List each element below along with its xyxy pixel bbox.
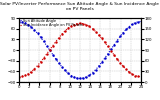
Text: Solar PV/Inverter Performance Sun Altitude Angle & Sun Incidence Angle on PV Pan: Solar PV/Inverter Performance Sun Altitu… xyxy=(0,2,160,11)
Legend: Sun Altitude Angle, Sun Incidence Angle on PV Panels: Sun Altitude Angle, Sun Incidence Angle … xyxy=(20,18,84,27)
